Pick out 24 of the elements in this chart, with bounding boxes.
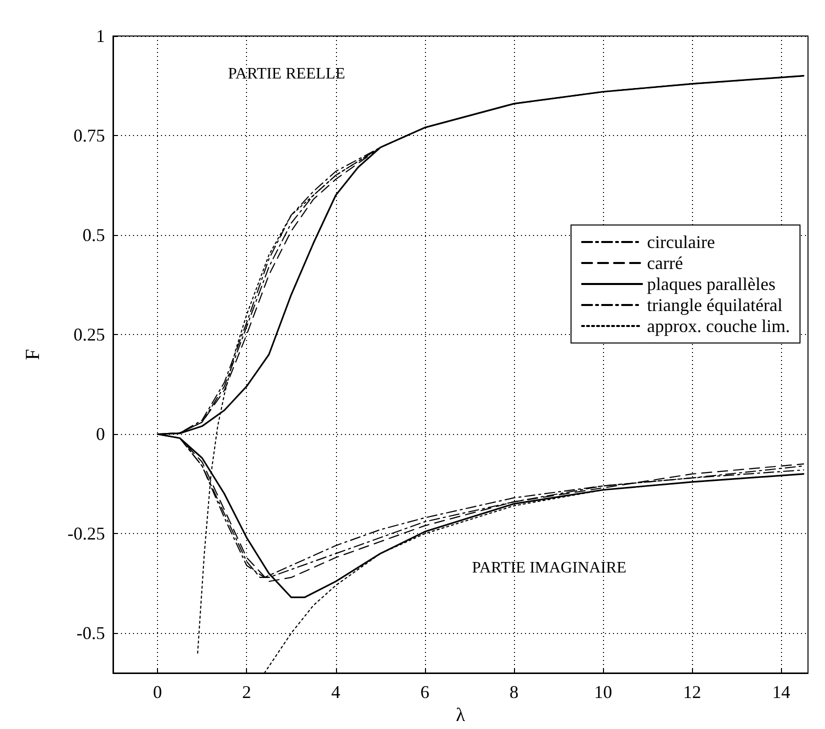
y-tick-label: -0.5 xyxy=(76,623,105,644)
y-tick-label: 0 xyxy=(96,424,105,444)
x-tick-label: 6 xyxy=(420,682,430,702)
x-tick-label: 14 xyxy=(772,682,790,702)
x-tick-label: 4 xyxy=(331,682,340,702)
x-tick-label: 2 xyxy=(242,682,252,702)
x-tick-label: 0 xyxy=(153,682,162,702)
y-tick-label: -0.25 xyxy=(68,524,105,544)
y-tick-label: 1 xyxy=(96,26,105,46)
y-tick-label: 0.25 xyxy=(74,324,105,345)
legend-label: triangle équilatéral xyxy=(647,295,782,315)
legend-label: circulaire xyxy=(647,232,716,252)
legend-label: plaques parallèles xyxy=(647,274,776,294)
x-tick-label: 12 xyxy=(683,682,702,702)
annotation: PARTIE IMAGINAIRE xyxy=(472,560,626,576)
x-tick-label: 8 xyxy=(509,682,518,702)
legend-label: approx. couche lim. xyxy=(647,316,790,336)
annotation: PARTIE REELLE xyxy=(228,66,346,82)
y-tick-label: 0.75 xyxy=(74,126,105,146)
x-axis-title: λ xyxy=(456,704,466,726)
y-axis-title: F xyxy=(22,348,44,360)
x-tick-label: 10 xyxy=(594,682,612,702)
legend-label: carré xyxy=(647,253,684,273)
y-tick-label: 0.5 xyxy=(82,225,105,246)
